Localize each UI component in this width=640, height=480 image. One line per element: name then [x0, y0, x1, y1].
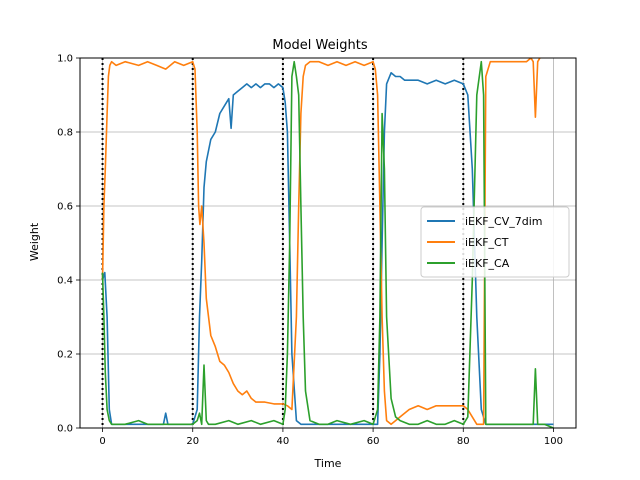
legend: iEKF_CV_7dim iEKF_CT iEKF_CA — [420, 206, 570, 278]
y-tick-label: 0.2 — [57, 350, 73, 361]
y-tick-label: 1.0 — [57, 54, 73, 65]
legend-entry: iEKF_CV_7dim — [465, 215, 543, 228]
x-tick-label: 40 — [277, 436, 290, 447]
x-tick-label: 80 — [457, 436, 470, 447]
chart-title: Model Weights — [272, 38, 367, 53]
legend-box — [420, 206, 570, 278]
y-axis-ticks: 0.0 0.2 0.4 0.6 0.8 1.0 — [57, 54, 80, 435]
series-line-iEKF_CA — [101, 60, 554, 428]
y-axis-label: Weight — [28, 222, 41, 261]
y-tick-label: 0.6 — [57, 202, 73, 213]
x-tick-label: 0 — [99, 436, 105, 447]
y-tick-label: 0.8 — [57, 128, 73, 139]
series-lines — [101, 58, 554, 428]
series-line-iEKF_CT — [101, 58, 541, 426]
x-tick-label: 60 — [367, 436, 380, 447]
y-tick-label: 0.0 — [57, 424, 73, 435]
plot-frame — [79, 57, 577, 429]
legend-entry: iEKF_CA — [465, 257, 510, 270]
x-axis-ticks: 0 20 40 60 80 100 — [99, 428, 563, 447]
y-tick-label: 0.4 — [57, 276, 73, 287]
x-tick-label: 100 — [544, 436, 563, 447]
x-tick-label: 20 — [186, 436, 199, 447]
x-axis-label: Time — [314, 457, 342, 470]
legend-entry: iEKF_CT — [465, 236, 509, 249]
